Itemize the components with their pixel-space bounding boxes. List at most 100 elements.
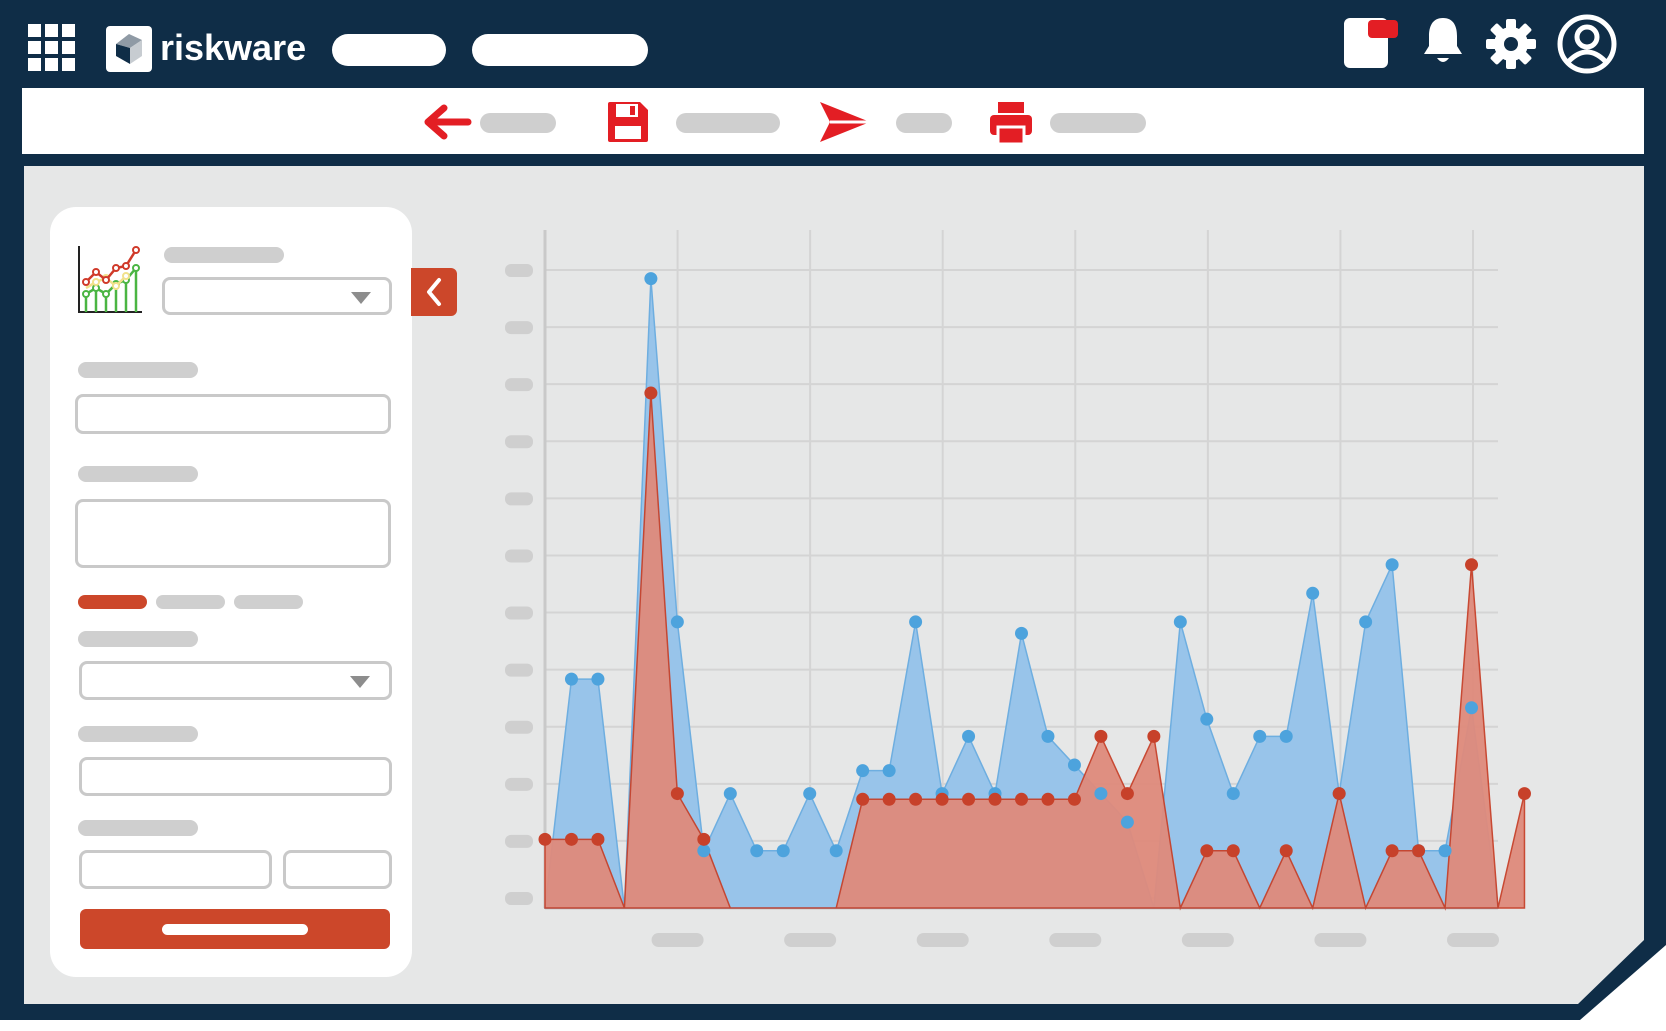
data-point (1173, 615, 1187, 629)
nav-tab-2[interactable] (472, 34, 648, 66)
data-point (1067, 792, 1081, 806)
y-tick-label (505, 892, 533, 905)
tab-2[interactable] (156, 595, 225, 609)
data-point (962, 729, 976, 743)
data-point (856, 764, 870, 778)
send-label[interactable] (896, 113, 952, 133)
data-point (1412, 844, 1426, 858)
data-point (697, 832, 711, 846)
x-tick-label (784, 933, 837, 947)
data-point (750, 844, 764, 858)
data-point (1385, 844, 1399, 858)
data-point (1332, 787, 1346, 801)
data-point (1147, 729, 1161, 743)
data-point (856, 792, 870, 806)
data-point (1041, 729, 1055, 743)
nav-tab-1[interactable] (332, 34, 446, 66)
top-navigation-bar: riskware (0, 0, 1666, 90)
data-point (644, 386, 658, 400)
y-tick-label (505, 492, 533, 506)
y-tick-label (505, 606, 533, 620)
field-label-5 (78, 820, 198, 836)
data-point (1067, 758, 1081, 772)
collapse-panel-button[interactable] (411, 268, 457, 316)
data-point (1465, 558, 1479, 572)
data-point (1200, 844, 1214, 858)
data-point (1465, 701, 1479, 715)
data-point (644, 272, 658, 286)
data-point (909, 792, 923, 806)
data-point (829, 844, 843, 858)
data-point (564, 672, 578, 686)
x-tick-label (1049, 933, 1102, 947)
y-tick-label (505, 663, 533, 677)
y-tick-label (505, 435, 533, 449)
text-input-2[interactable] (79, 757, 392, 796)
textarea-input[interactable] (75, 499, 391, 568)
arrow-left-icon[interactable] (424, 102, 472, 142)
paper-plane-icon[interactable] (818, 100, 872, 144)
save-label[interactable] (676, 113, 780, 133)
chevron-down-icon (350, 676, 370, 688)
select-input[interactable] (79, 661, 392, 700)
y-tick-label (505, 834, 533, 848)
tab-3[interactable] (234, 595, 303, 609)
y-tick-label (505, 777, 533, 791)
tab-active[interactable] (78, 595, 147, 609)
data-point (1015, 792, 1028, 806)
y-tick-label (505, 378, 533, 392)
range-start-input[interactable] (79, 850, 272, 889)
data-point (1200, 712, 1214, 726)
line-chart-icon (78, 246, 142, 313)
data-point (1517, 787, 1531, 801)
x-tick-label (651, 933, 704, 947)
chevron-down-icon (351, 292, 371, 304)
data-point (1041, 792, 1055, 806)
data-point (670, 787, 684, 801)
floppy-disk-icon[interactable] (606, 100, 650, 144)
data-point (962, 792, 976, 806)
data-point (1120, 815, 1134, 829)
back-label[interactable] (480, 113, 556, 133)
data-point (909, 615, 923, 629)
settings-panel (50, 207, 412, 977)
y-tick-label (505, 321, 533, 335)
data-point (1438, 844, 1452, 858)
range-end-input[interactable] (283, 850, 392, 889)
data-point (538, 832, 552, 846)
chart-type-select[interactable] (162, 277, 392, 315)
brand-name: riskware (160, 27, 307, 68)
data-point (935, 792, 949, 806)
field-label-1 (78, 362, 198, 378)
chevron-left-icon (427, 278, 441, 306)
data-point (1253, 729, 1267, 743)
apply-button-label (162, 924, 308, 935)
data-point (697, 844, 711, 858)
data-point (1279, 844, 1293, 858)
data-point (723, 787, 737, 801)
bell-icon[interactable] (1422, 16, 1464, 66)
data-point (803, 787, 817, 801)
field-label-3 (78, 631, 198, 647)
data-point (776, 844, 790, 858)
data-point (670, 615, 684, 629)
user-avatar-icon[interactable] (1556, 13, 1618, 75)
apply-button[interactable] (80, 909, 390, 949)
print-label[interactable] (1050, 113, 1146, 133)
data-point (882, 764, 896, 778)
text-input-1[interactable] (75, 394, 391, 434)
gear-icon[interactable] (1485, 18, 1537, 70)
y-tick-label (505, 720, 533, 734)
data-point (591, 672, 605, 686)
data-point (1359, 615, 1373, 629)
data-point (882, 792, 896, 806)
data-point (1306, 586, 1320, 600)
grid-icon[interactable] (28, 24, 76, 72)
data-point (1226, 844, 1240, 858)
data-point (1015, 626, 1028, 640)
chart-type-label (164, 247, 284, 263)
printer-icon[interactable] (988, 100, 1034, 146)
message-icon[interactable] (1344, 16, 1400, 70)
field-label-4 (78, 726, 198, 742)
y-tick-label (505, 549, 533, 563)
